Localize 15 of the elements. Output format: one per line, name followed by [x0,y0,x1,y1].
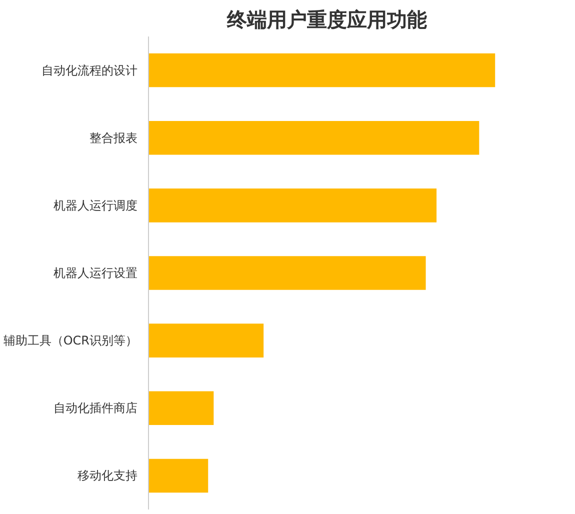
bar [148,53,496,88]
bar [148,256,426,290]
y-tick-label: 机器人运行设置 [54,266,138,280]
y-tick-label: 整合报表 [90,130,138,145]
bar [148,120,480,155]
bar [148,458,208,493]
y-tick-label: 机器人运行调度 [54,198,138,212]
bar [148,188,437,222]
chart-title: 终端用户重度应用功能 [226,8,427,32]
y-tick-label: 自动化流程的设计 [42,63,138,78]
bar [148,391,214,426]
y-tick-label: 辅助工具（OCR识别等） [3,334,138,348]
y-tick-label: 移动化支持 [78,468,138,483]
y-tick-label: 自动化插件商店 [54,401,138,416]
bar [148,324,264,358]
